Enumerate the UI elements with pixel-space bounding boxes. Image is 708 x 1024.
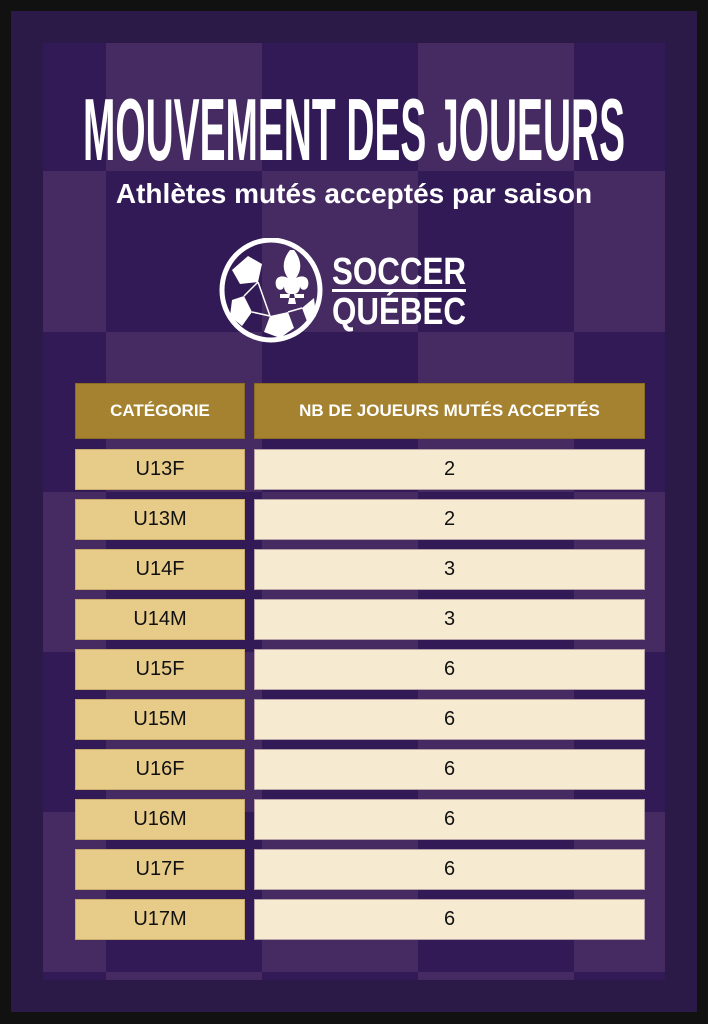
count-cell: 3 — [254, 549, 645, 590]
page-title: MOUVEMENT DES JOUEURS — [83, 88, 625, 168]
count-cell: 6 — [254, 699, 645, 740]
category-cell: U15F — [75, 649, 245, 690]
checker-square — [262, 972, 418, 980]
checker-square — [106, 43, 262, 171]
checker-square — [43, 43, 106, 171]
category-cell: U13F — [75, 449, 245, 490]
category-cell: U17F — [75, 849, 245, 890]
checker-square — [418, 972, 574, 980]
checker-square — [43, 972, 106, 980]
category-cell: U14M — [75, 599, 245, 640]
count-cell: 3 — [254, 599, 645, 640]
soccer-ball-fleur-de-lis-icon — [219, 238, 323, 343]
checker-square — [262, 171, 418, 332]
count-cell: 6 — [254, 749, 645, 790]
checker-square — [418, 171, 574, 332]
subtitle: Athlètes mutés acceptés par saison — [115, 178, 593, 209]
category-cell: U13M — [75, 499, 245, 540]
count-cell: 6 — [254, 899, 645, 940]
count-cell: 2 — [254, 499, 645, 540]
logo-line1: SOCCER — [332, 251, 466, 293]
checker-square — [262, 43, 418, 171]
category-cell: U15M — [75, 699, 245, 740]
category-cell: U16F — [75, 749, 245, 790]
checker-square — [106, 972, 262, 980]
page-title-text: MOUVEMENT DES JOUEURS — [83, 88, 625, 168]
column-header-count: NB DE JOUEURS MUTÉS ACCEPTÉS — [254, 383, 645, 439]
category-cell: U14F — [75, 549, 245, 590]
count-cell: 6 — [254, 849, 645, 890]
column-header-category: CATÉGORIE — [75, 383, 245, 439]
checker-square — [43, 171, 106, 332]
count-cell: 6 — [254, 799, 645, 840]
checker-square — [574, 43, 665, 171]
category-cell: U17M — [75, 899, 245, 940]
checker-square — [574, 171, 665, 332]
count-cell: 2 — [254, 449, 645, 490]
category-cell: U16M — [75, 799, 245, 840]
checker-square — [574, 972, 665, 980]
checker-square — [418, 43, 574, 171]
count-cell: 6 — [254, 649, 645, 690]
